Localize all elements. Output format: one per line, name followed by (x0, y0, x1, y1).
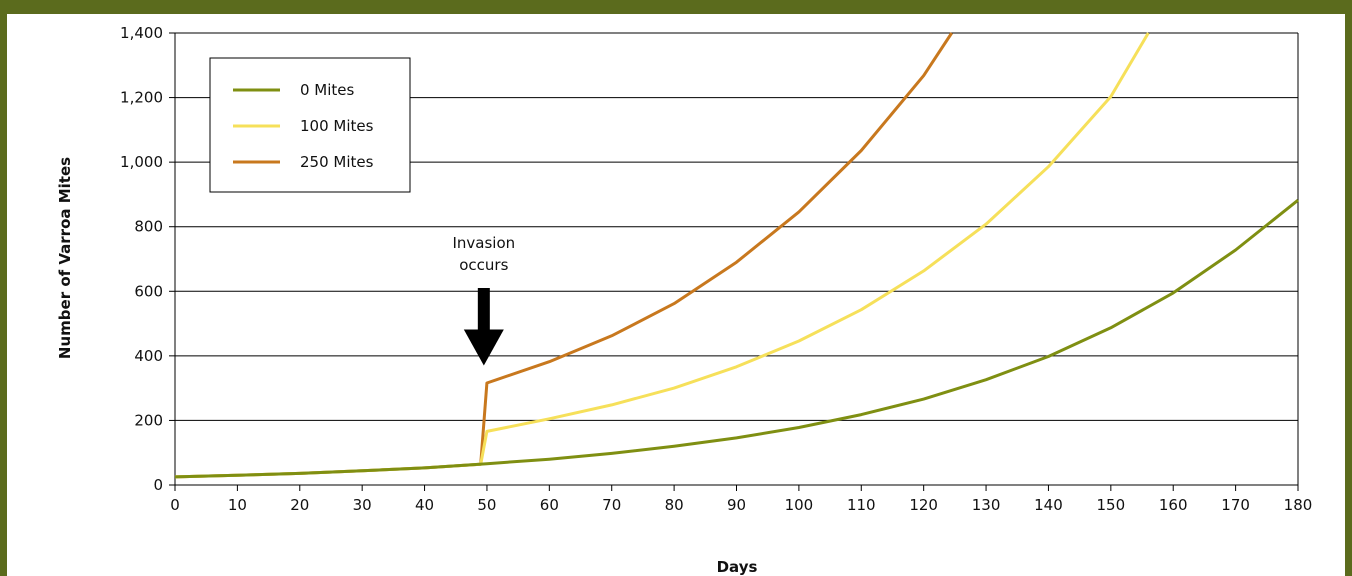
y-tick-label: 1,200 (120, 89, 163, 107)
x-tick-label: 40 (415, 496, 434, 514)
y-tick-label: 400 (134, 347, 163, 365)
x-tick-label: 150 (1097, 496, 1126, 514)
x-tick-label: 70 (602, 496, 621, 514)
x-axis-title: Days (717, 558, 758, 576)
series-line-0-mites (174, 199, 1299, 479)
y-tick-label: 800 (134, 218, 163, 236)
y-tick-label: 0 (153, 476, 163, 494)
axes: 0 200 400 600 800 1,000 1,200 1,400 0 10 20 30 40 50 6… (120, 24, 1312, 514)
x-tick-label: 30 (353, 496, 372, 514)
legend-label: 100 Mites (300, 117, 374, 135)
x-tick-label: 60 (540, 496, 559, 514)
y-tick-label: 600 (134, 282, 163, 300)
annotation-text: Invasion (452, 234, 515, 252)
x-tick-label: 160 (1159, 496, 1188, 514)
x-tick-label: 130 (972, 496, 1001, 514)
x-tick-label: 110 (847, 496, 876, 514)
x-tick-label: 90 (727, 496, 746, 514)
legend-label: 0 Mites (300, 81, 355, 99)
series-layer (174, 32, 1299, 479)
y-tick-label: 1,000 (120, 153, 163, 171)
x-tick-label: 0 (170, 496, 180, 514)
annotation-arrow-head (463, 329, 504, 366)
x-tick-label: 80 (665, 496, 684, 514)
x-tick-label: 10 (228, 496, 247, 514)
x-tick-label: 180 (1284, 496, 1313, 514)
annotation-arrow-shaft (477, 288, 490, 330)
x-tick-label: 20 (290, 496, 309, 514)
x-tick-label: 140 (1034, 496, 1063, 514)
header-strip (0, 0, 1352, 14)
legend-label: 250 Mites (300, 153, 374, 171)
y-tick-label: 200 (134, 411, 163, 429)
annotation-text: occurs (459, 256, 508, 274)
x-tick-label: 50 (477, 496, 496, 514)
y-axis-title: Number of Varroa Mites (56, 157, 74, 359)
legend: 0 Mites 100 Mites 250 Mites (209, 57, 411, 193)
x-tick-label: 100 (785, 496, 814, 514)
annotation-layer: Invasion occurs (452, 234, 515, 366)
x-tick-label: 170 (1221, 496, 1250, 514)
x-tick-label: 120 (909, 496, 938, 514)
y-tick-label: 1,400 (120, 24, 163, 42)
